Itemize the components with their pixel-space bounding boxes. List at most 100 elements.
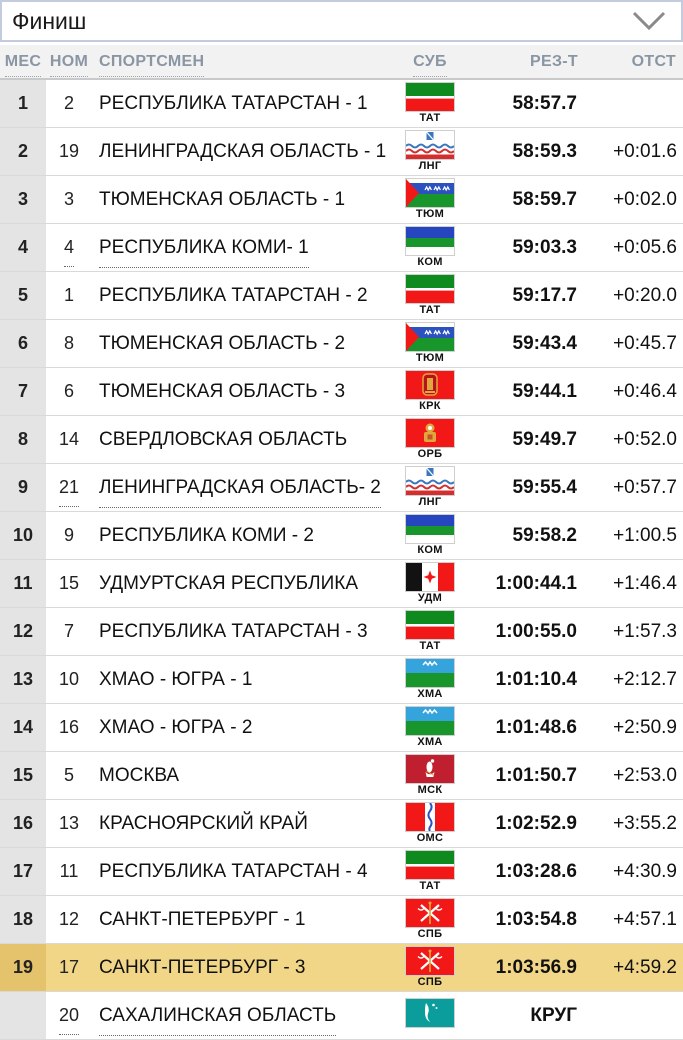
bib-cell: 21 [46,463,92,512]
result-cell: 1:03:56.9 [465,943,585,992]
bib-cell: 3 [46,175,92,224]
place-cell: 16 [0,799,46,848]
table-row[interactable]: 14 16 ХМАО - ЮГРА - 2 ХМА 1:01:48.6 +2:5… [0,703,683,752]
gap-cell: +2:50.9 [585,703,683,752]
athlete-cell: МОСКВА [92,751,395,800]
place-cell: 7 [0,367,46,416]
gap-cell: +0:52.0 [585,415,683,464]
region-cell: КОМ [395,223,465,272]
gap-cell: +0:45.7 [585,319,683,368]
region-cell: ХМА [395,703,465,752]
column-header-region[interactable]: СУБ [395,45,465,80]
result-cell: 59:44.1 [465,367,585,416]
table-row[interactable]: 18 12 САНКТ-ПЕТЕРБУРГ - 1 СПБ 1:03:54.8 … [0,895,683,944]
result-cell: 1:00:55.0 [465,607,585,656]
bib-cell: 10 [46,655,92,704]
place-cell: 8 [0,415,46,464]
tyum-region-flag-icon [405,322,455,352]
gap-cell: +0:57.7 [585,463,683,512]
place-cell: 9 [0,463,46,512]
region-cell: МСК [395,751,465,800]
hma-region-flag-icon [405,658,455,688]
table-row[interactable]: 16 13 КРАСНОЯРСКИЙ КРАЙ ОМС 1:02:52.9 +3… [0,799,683,848]
result-cell: 58:59.7 [465,175,585,224]
tat-region-flag-icon [405,274,455,304]
table-row[interactable]: 15 5 МОСКВА МСК 1:01:50.7 +2:53.0 [0,751,683,800]
region-cell: ХМА [395,655,465,704]
athlete-cell: ТЮМЕНСКАЯ ОБЛАСТЬ - 2 [92,319,395,368]
place-cell: 14 [0,703,46,752]
table-row[interactable]: 8 14 СВЕРДЛОВСКАЯ ОБЛАСТЬ ОРБ 59:49.7 +0… [0,415,683,464]
kom-region-flag-icon [405,226,455,256]
gap-cell: +1:46.4 [585,559,683,608]
athlete-cell: КРАСНОЯРСКИЙ КРАЙ [92,799,395,848]
table-row[interactable]: 1 2 РЕСПУБЛИКА ТАТАРСТАН - 1 ТАТ 58:57.7 [0,79,683,128]
place-cell: 17 [0,847,46,896]
place-cell: 18 [0,895,46,944]
table-row[interactable]: 10 9 РЕСПУБЛИКА КОМИ - 2 КОМ 59:58.2 +1:… [0,511,683,560]
result-cell: 1:02:52.9 [465,799,585,848]
table-row[interactable]: 5 1 РЕСПУБЛИКА ТАТАРСТАН - 2 ТАТ 59:17.7… [0,271,683,320]
table-row[interactable]: 12 7 РЕСПУБЛИКА ТАТАРСТАН - 3 ТАТ 1:00:5… [0,607,683,656]
region-cell: ТАТ [395,607,465,656]
region-code-label: ТАТ [419,640,441,652]
athlete-cell: РЕСПУБЛИКА КОМИ - 2 [92,511,395,560]
orb-region-flag-icon [405,418,455,448]
udm-region-flag-icon [405,562,455,592]
place-cell: 5 [0,271,46,320]
place-cell: 1 [0,79,46,128]
athlete-cell: САНКТ-ПЕТЕРБУРГ - 1 [92,895,395,944]
result-cell: 59:17.7 [465,271,585,320]
result-cell: 59:49.7 [465,415,585,464]
table-row[interactable]: 4 4 РЕСПУБЛИКА КОМИ- 1 КОМ 59:03.3 +0:05… [0,223,683,272]
column-header-bib[interactable]: НОМ [46,45,92,80]
region-cell: ЛНГ [395,127,465,176]
athlete-cell: ЛЕНИНГРАДСКАЯ ОБЛАСТЬ- 2 [92,463,395,512]
view-selector-value: Финиш [12,7,87,34]
gap-cell: +0:01.6 [585,127,683,176]
table-row[interactable]: 2 19 ЛЕНИНГРАДСКАЯ ОБЛАСТЬ - 1 ЛНГ 58:59… [0,127,683,176]
table-row[interactable]: 11 15 УДМУРТСКАЯ РЕСПУБЛИКА УДМ 1:00:44.… [0,559,683,608]
table-row[interactable]: 19 17 САНКТ-ПЕТЕРБУРГ - 3 СПБ 1:03:56.9 … [0,943,683,992]
gap-cell: +4:57.1 [585,895,683,944]
bib-cell: 12 [46,895,92,944]
gap-cell: +1:00.5 [585,511,683,560]
place-cell: 12 [0,607,46,656]
athlete-cell: РЕСПУБЛИКА ТАТАРСТАН - 4 [92,847,395,896]
bib-cell: 17 [46,943,92,992]
region-cell: ТАТ [395,847,465,896]
bib-cell: 11 [46,847,92,896]
bib-cell: 2 [46,79,92,128]
bib-cell: 5 [46,751,92,800]
table-row[interactable]: 17 11 РЕСПУБЛИКА ТАТАРСТАН - 4 ТАТ 1:03:… [0,847,683,896]
result-cell: 59:43.4 [465,319,585,368]
column-header-place[interactable]: МЕС [0,45,46,80]
region-code-label: ОМС [416,832,444,844]
athlete-cell: ХМАО - ЮГРА - 1 [92,655,395,704]
region-code-label: ЛНГ [418,160,442,172]
table-row[interactable]: 7 6 ТЮМЕНСКАЯ ОБЛАСТЬ - 3 КРК 59:44.1 +0… [0,367,683,416]
place-cell: 19 [0,943,46,992]
table-row[interactable]: 6 8 ТЮМЕНСКАЯ ОБЛАСТЬ - 2 ТЮМ 59:43.4 +0… [0,319,683,368]
result-cell: 59:58.2 [465,511,585,560]
table-row[interactable]: 13 10 ХМАО - ЮГРА - 1 ХМА 1:01:10.4 +2:1… [0,655,683,704]
result-cell: 59:03.3 [465,223,585,272]
region-code-label: ТЮМ [415,352,445,364]
bib-cell: 1 [46,271,92,320]
table-row[interactable]: 20 САХАЛИНСКАЯ ОБЛАСТЬ КРУГ [0,991,683,1040]
result-cell: КРУГ [465,991,585,1040]
lng-region-flag-icon [405,466,455,496]
bib-cell: 4 [46,223,92,272]
column-header-athlete[interactable]: СПОРТСМЕН [92,45,395,80]
region-cell: ТАТ [395,79,465,128]
table-row[interactable]: 9 21 ЛЕНИНГРАДСКАЯ ОБЛАСТЬ- 2 ЛНГ 59:55.… [0,463,683,512]
gap-cell: +3:55.2 [585,799,683,848]
table-row[interactable]: 3 3 ТЮМЕНСКАЯ ОБЛАСТЬ - 1 ТЮМ 58:59.7 +0… [0,175,683,224]
bib-cell: 15 [46,559,92,608]
view-selector[interactable]: Финиш [0,0,683,42]
region-cell: ТЮМ [395,175,465,224]
column-header-gap[interactable]: ОТСТ [585,45,683,80]
column-header-result[interactable]: РЕЗ-Т [465,45,585,80]
chevron-down-icon [631,10,667,32]
